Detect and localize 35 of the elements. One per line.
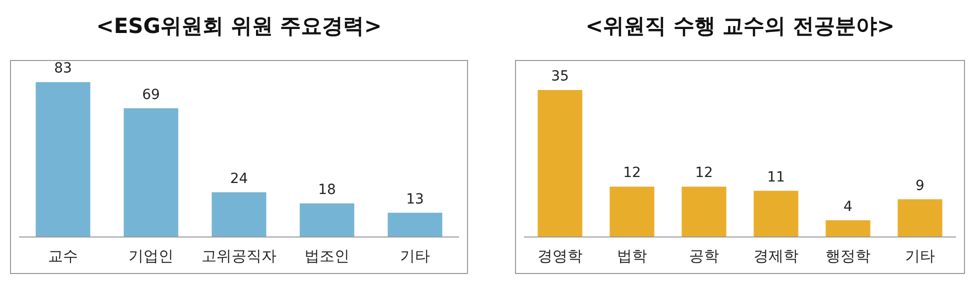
bar xyxy=(388,212,442,237)
x-tick-label: 고위공직자 xyxy=(202,246,276,265)
x-tick-label: 경영학 xyxy=(538,246,582,265)
x-tick-label: 행정학 xyxy=(826,246,870,265)
bar xyxy=(754,190,798,237)
bar xyxy=(300,203,354,237)
data-label: 12 xyxy=(623,165,641,182)
bar xyxy=(682,186,726,237)
chart-title: <위원직 수행 교수의 전공분야> xyxy=(584,13,896,40)
bar xyxy=(36,82,90,237)
x-tick-label: 공학 xyxy=(689,246,719,265)
bar xyxy=(610,186,654,237)
bar xyxy=(898,199,942,237)
bar xyxy=(212,192,266,237)
data-label: 9 xyxy=(916,178,924,194)
data-label: 12 xyxy=(695,165,713,182)
data-label: 69 xyxy=(142,86,160,103)
data-label: 13 xyxy=(406,191,424,208)
data-label: 11 xyxy=(767,169,785,186)
x-tick-label: 기업인 xyxy=(128,246,174,265)
x-tick-label: 경제학 xyxy=(754,246,798,265)
data-label: 24 xyxy=(230,170,248,187)
bar xyxy=(826,220,870,237)
data-label: 4 xyxy=(844,198,853,215)
bar xyxy=(124,108,178,237)
chart-title: <ESG위원회 위원 주요경력> xyxy=(95,13,383,40)
bar xyxy=(538,90,582,237)
data-label: 83 xyxy=(54,60,72,77)
x-tick-label: 법학 xyxy=(617,246,647,265)
x-tick-label: 기타 xyxy=(400,246,430,265)
data-label: 18 xyxy=(318,182,336,198)
x-tick-label: 기타 xyxy=(905,246,935,265)
data-label: 35 xyxy=(551,68,569,85)
x-tick-label: 법조인 xyxy=(304,246,350,265)
x-tick-label: 교수 xyxy=(48,246,78,265)
